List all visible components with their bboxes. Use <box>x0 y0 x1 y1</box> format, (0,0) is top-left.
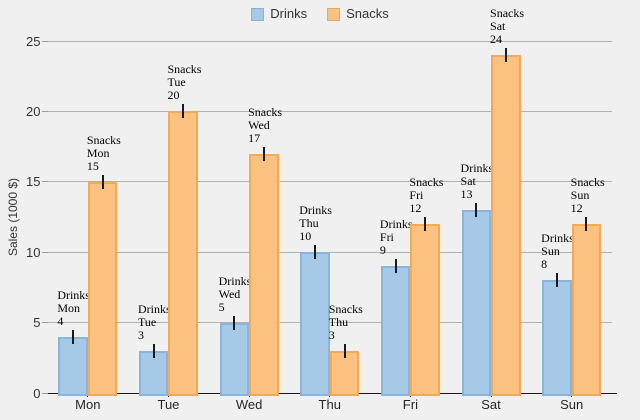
gridline-15 <box>47 181 612 183</box>
gridline-10 <box>47 251 612 253</box>
bar-label-drinks-sat: Drinks Sat 13 <box>460 160 494 201</box>
error-bar-drinks-sat <box>475 202 478 217</box>
bar-drinks-sat <box>461 209 492 396</box>
error-bar-snacks-tue <box>182 104 185 119</box>
bar-snacks-tue <box>168 111 198 396</box>
x-tick-label-thu: Thu <box>318 397 341 412</box>
legend-item-snacks: Snacks <box>327 7 389 21</box>
bar-label-snacks-wed: Snacks Wed 17 <box>248 104 283 145</box>
legend-swatch-drinks <box>251 7 265 21</box>
x-tick-label-sat: Sat <box>481 397 501 412</box>
legend-swatch-snacks <box>327 7 341 21</box>
y-axis-tick-0 <box>41 392 48 394</box>
error-bar-drinks-sun <box>555 273 558 288</box>
bar-label-drinks-wed: Drinks Wed 5 <box>218 273 252 314</box>
y-axis-tick-15 <box>41 181 48 183</box>
x-tick-label-tue: Tue <box>157 397 180 412</box>
bar-label-snacks-mon: Snacks Mon 15 <box>86 132 121 173</box>
error-bar-drinks-fri <box>394 259 397 274</box>
bar-label-snacks-sat: Snacks Sat 24 <box>490 6 525 47</box>
y-tick-label-20: 20 <box>26 103 41 119</box>
y-tick-label-0: 0 <box>33 385 41 401</box>
bar-snacks-sun <box>571 224 602 396</box>
x-tick-label-mon: Mon <box>75 397 101 412</box>
gridline-20 <box>47 110 612 112</box>
error-bar-snacks-thu <box>343 343 346 358</box>
bar-snacks-wed <box>249 153 279 396</box>
error-bar-snacks-fri <box>424 217 427 232</box>
bar-drinks-wed <box>219 322 250 396</box>
error-bar-snacks-mon <box>101 174 104 189</box>
y-axis-tick-5 <box>41 322 48 324</box>
bar-label-drinks-fri: Drinks Fri 9 <box>379 217 413 258</box>
bar-snacks-mon <box>87 181 118 396</box>
error-bar-snacks-wed <box>262 146 265 161</box>
error-bar-snacks-sun <box>585 217 588 232</box>
legend-item-drinks: Drinks <box>251 7 307 21</box>
x-tick-label-wed: Wed <box>235 397 263 412</box>
y-tick-label-25: 25 <box>26 33 41 49</box>
bar-label-drinks-mon: Drinks Mon 4 <box>57 287 90 328</box>
bar-snacks-fri <box>410 224 440 396</box>
y-axis-tick-10 <box>41 251 48 253</box>
y-axis-tick-25 <box>41 40 48 42</box>
bar-drinks-mon <box>58 336 88 396</box>
gridline-5 <box>47 322 612 324</box>
legend-label-snacks: Snacks <box>346 6 389 21</box>
error-bar-snacks-sat <box>504 48 507 63</box>
bar-label-drinks-thu: Drinks Thu 10 <box>299 203 332 244</box>
y-tick-label-10: 10 <box>26 244 41 260</box>
error-bar-drinks-mon <box>72 329 75 344</box>
y-axis-tick-20 <box>41 110 48 112</box>
bar-label-snacks-fri: Snacks Fri 12 <box>409 175 444 216</box>
bar-label-snacks-sun: Snacks Sun 12 <box>570 175 605 216</box>
error-bar-drinks-tue <box>152 343 155 358</box>
y-tick-label-5: 5 <box>33 315 41 331</box>
legend-label-drinks: Drinks <box>270 6 308 21</box>
bar-drinks-fri <box>380 266 411 396</box>
bar-label-drinks-tue: Drinks Tue 3 <box>137 301 171 342</box>
x-tick-label-sun: Sun <box>560 397 584 412</box>
bar-drinks-tue <box>138 350 169 396</box>
x-tick-label-fri: Fri <box>402 397 418 412</box>
bar-drinks-thu <box>300 252 330 396</box>
bar-drinks-sun <box>542 280 572 396</box>
bar-label-drinks-sun: Drinks Sun 8 <box>541 231 574 272</box>
gridline-25 <box>47 40 612 42</box>
error-bar-drinks-thu <box>314 245 316 260</box>
legend: Drinks Snacks <box>0 7 640 21</box>
y-tick-label-15: 15 <box>26 174 41 190</box>
bar-snacks-sat <box>491 55 521 396</box>
bar-label-snacks-thu: Snacks Thu 3 <box>328 301 363 342</box>
bar-label-snacks-tue: Snacks Tue 20 <box>167 62 202 103</box>
error-bar-drinks-wed <box>233 315 236 330</box>
